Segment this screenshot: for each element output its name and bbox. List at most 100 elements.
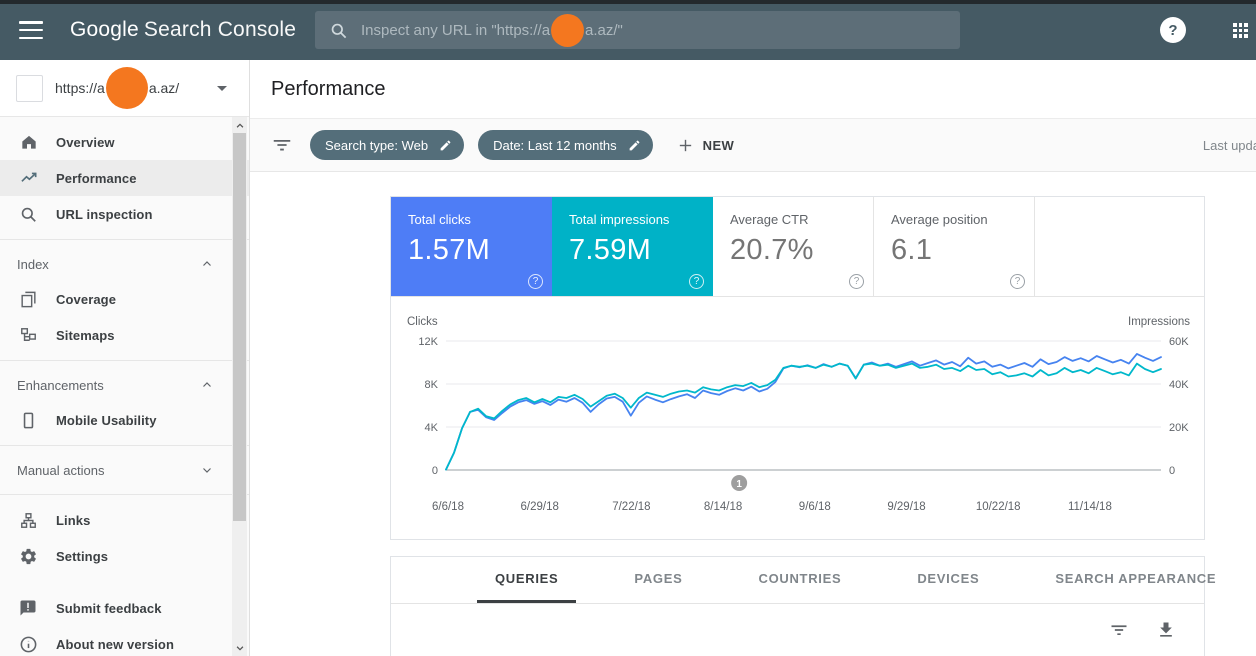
smartphone-icon (19, 410, 39, 430)
topbar: Google Search Console Inspect any URL in … (0, 0, 1256, 60)
divider (0, 445, 249, 446)
sidebar-item-links[interactable]: Links (0, 502, 249, 538)
tab-queries[interactable]: QUERIES (477, 557, 577, 603)
svg-text:6/29/18: 6/29/18 (521, 501, 559, 513)
filter-list-icon[interactable] (271, 134, 293, 156)
tab-countries[interactable]: COUNTRIES (740, 557, 859, 603)
section-label: Enhancements (17, 377, 104, 393)
sidebar-item-performance[interactable]: Performance (0, 160, 249, 196)
pencil-icon (439, 139, 452, 152)
scroll-up-icon[interactable] (232, 118, 247, 133)
sidebar-item-submit-feedback[interactable]: Submit feedback (0, 590, 249, 626)
sidebar-item-label: Coverage (56, 291, 117, 307)
metric-card-total-impressions[interactable]: Total impressions 7.59M ? (552, 197, 713, 296)
sidebar-item-label: Settings (56, 548, 109, 564)
svg-text:9/29/18: 9/29/18 (887, 501, 925, 513)
redaction-blob (551, 13, 585, 47)
metric-card-total-clicks[interactable]: Total clicks 1.57M ? (391, 197, 552, 296)
sidebar-item-coverage[interactable]: Coverage (0, 281, 249, 317)
sitemap-tree-icon (19, 325, 39, 345)
filter-bar: Search type: Web Date: Last 12 months NE… (250, 118, 1256, 172)
line-chart[interactable]: 12K 60K 8K 40K 4K 20K 0 0 Clicks Impressions 1 6/6/… (391, 297, 1204, 539)
help-question-icon[interactable]: ? (849, 274, 864, 289)
feedback-icon (19, 598, 39, 618)
metric-value: 1.57M (408, 234, 491, 266)
svg-text:1: 1 (736, 479, 742, 490)
sidebar: https://a a.az/ Overview Performance (0, 60, 250, 656)
sidebar-item-sitemaps[interactable]: Sitemaps (0, 317, 249, 353)
menu-icon[interactable] (19, 21, 43, 39)
sidebar-section-manual-actions[interactable]: Manual actions (0, 453, 249, 487)
sidebar-section-enhancements[interactable]: Enhancements (0, 368, 249, 402)
tab-label: QUERIES (495, 571, 559, 586)
sidebar-item-mobile-usability[interactable]: Mobile Usability (0, 402, 249, 438)
sidebar-item-label: About new version (56, 636, 174, 652)
sidebar-item-url-inspection[interactable]: URL inspection (0, 196, 249, 232)
sidebar-item-overview[interactable]: Overview (0, 124, 249, 160)
main-content: Performance Search type: Web Date: Last … (250, 60, 1256, 656)
sidebar-item-label: Mobile Usability (56, 412, 157, 428)
last-updated-text: Last upda (1202, 138, 1256, 153)
filter-chip-search-type[interactable]: Search type: Web (310, 130, 465, 160)
search-placeholder: Inspect any URL in "https://a a.az/" (361, 13, 623, 47)
svg-text:Clicks: Clicks (407, 316, 438, 328)
question-glyph: ? (693, 276, 700, 287)
sidebar-item-settings[interactable]: Settings (0, 538, 249, 574)
metric-card-average-position[interactable]: Average position 6.1 ? (874, 197, 1035, 296)
help-icon[interactable]: ? (1160, 17, 1186, 43)
chevron-down-icon (201, 464, 213, 476)
filter-list-icon[interactable] (1109, 620, 1129, 640)
help-question-icon[interactable]: ? (1010, 274, 1025, 289)
metric-value: 7.59M (569, 234, 652, 266)
sidebar-scrollbar[interactable] (232, 117, 247, 656)
metric-label: Average CTR (730, 212, 809, 227)
url-inspect-search-input[interactable]: Inspect any URL in "https://a a.az/" (315, 11, 960, 49)
sidebar-nav: Overview Performance URL inspection Inde… (0, 117, 249, 656)
dimensions-table-panel: QUERIES PAGES COUNTRIES DEVICES SEARCH A… (390, 556, 1216, 656)
scrollbar-thumb[interactable] (233, 133, 246, 521)
sidebar-item-label: URL inspection (56, 206, 153, 222)
tab-label: COUNTRIES (758, 571, 842, 586)
svg-text:40K: 40K (1169, 379, 1189, 391)
spacer (0, 574, 249, 590)
question-glyph: ? (532, 276, 539, 287)
info-icon (19, 634, 39, 654)
help-question-icon[interactable]: ? (689, 274, 704, 289)
download-icon[interactable] (1156, 620, 1176, 640)
chip-label: Date: Last 12 months (493, 137, 617, 153)
svg-text:12K: 12K (418, 336, 438, 348)
metric-card-average-ctr[interactable]: Average CTR 20.7% ? (713, 197, 874, 296)
page-header: Performance (250, 60, 1256, 118)
help-question-glyph: ? (1168, 21, 1178, 39)
gear-icon (19, 546, 39, 566)
sidebar-section-index[interactable]: Index (0, 247, 249, 281)
help-question-icon[interactable]: ? (528, 274, 543, 289)
sidebar-item-about-new-version[interactable]: About new version (0, 626, 249, 656)
filter-chip-date[interactable]: Date: Last 12 months (478, 130, 653, 160)
svg-text:Impressions: Impressions (1128, 316, 1190, 328)
sidebar-item-label: Performance (56, 170, 137, 186)
property-url-suffix: a.az/ (148, 80, 180, 96)
svg-text:0: 0 (1169, 465, 1175, 477)
tab-pages[interactable]: PAGES (616, 557, 700, 603)
property-selector[interactable]: https://a a.az/ (0, 60, 249, 117)
search-placeholder-prefix: Inspect any URL in "https://a (361, 21, 551, 39)
divider (0, 494, 249, 495)
svg-text:60K: 60K (1169, 336, 1189, 348)
chevron-down-icon (217, 85, 227, 91)
tab-search-appearance[interactable]: SEARCH APPEARANCE (1037, 557, 1234, 603)
section-label: Manual actions (17, 462, 105, 478)
scroll-down-icon[interactable] (232, 640, 247, 655)
top-edge-strip (0, 0, 1256, 4)
sidebar-item-label: Sitemaps (56, 327, 115, 343)
svg-text:11/14/18: 11/14/18 (1068, 501, 1112, 513)
search-placeholder-suffix: a.az/" (585, 21, 623, 39)
divider (0, 239, 249, 240)
table-toolbar (391, 604, 1204, 656)
new-filter-button[interactable]: NEW (677, 137, 735, 154)
apps-grid-icon[interactable] (1233, 23, 1248, 38)
home-icon (19, 132, 39, 152)
tab-devices[interactable]: DEVICES (899, 557, 997, 603)
chip-label: Search type: Web (325, 137, 429, 153)
